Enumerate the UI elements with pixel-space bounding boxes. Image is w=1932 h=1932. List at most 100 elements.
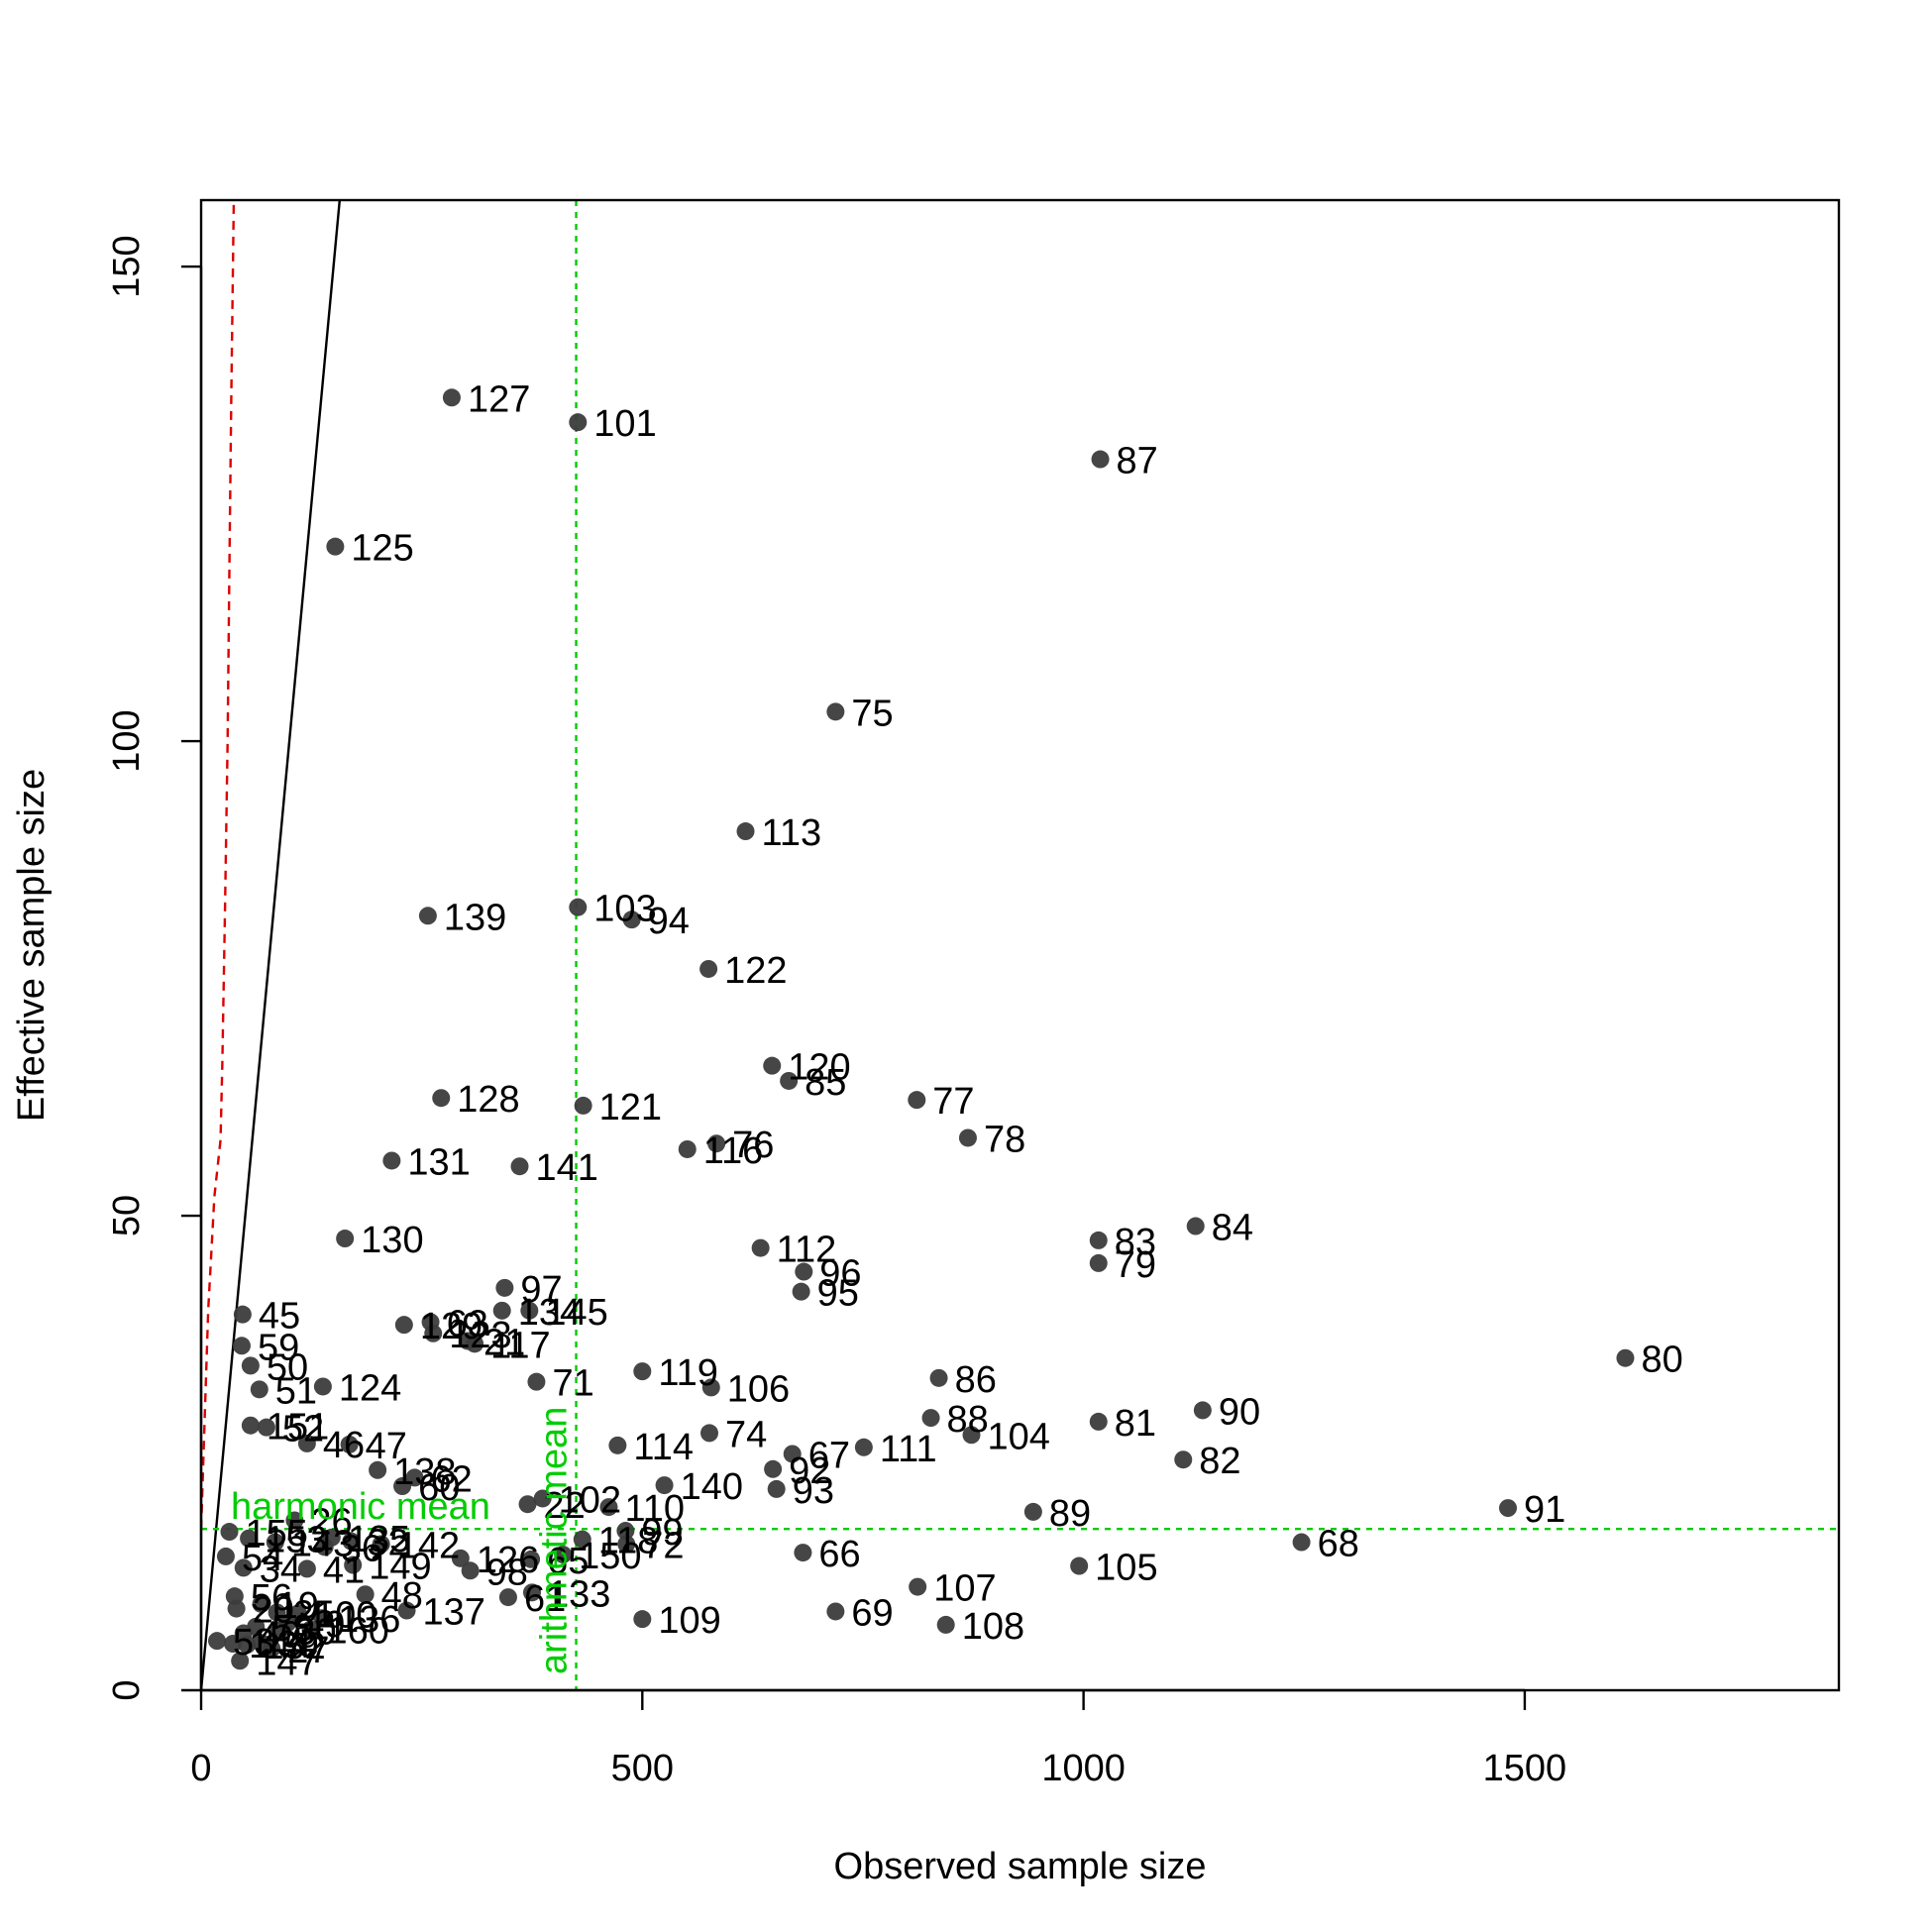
data-point [313,1377,332,1396]
data-point [382,1151,401,1170]
point-label: 96 [819,1253,861,1295]
data-point [826,1602,845,1621]
point-label: 109 [658,1600,720,1642]
point-label: 108 [962,1606,1024,1648]
point-label: 85 [805,1062,846,1104]
data-point [764,1459,783,1478]
y-tick-label: 150 [106,235,148,297]
data-point [356,1585,375,1604]
data-point [533,1489,552,1508]
data-point [794,1544,812,1562]
data-point [241,1416,260,1435]
data-point [908,1091,926,1110]
point-label: 84 [1212,1208,1253,1249]
data-point [909,1577,927,1596]
point-label: 113 [762,812,822,854]
point-label: 104 [988,1416,1050,1457]
point-label: 48 [381,1575,423,1617]
data-point [234,1558,253,1577]
point-label: 46 [323,1425,365,1466]
data-point [1186,1217,1205,1235]
point-label: 152 [263,1626,325,1667]
point-label: 60 [418,1467,460,1509]
data-point [792,1282,810,1301]
point-label: 91 [1524,1489,1565,1531]
data-point [313,1609,332,1628]
point-label: 106 [727,1368,790,1410]
point-label: 122 [724,950,787,992]
data-point [1089,1412,1108,1431]
point-label: 20 [253,1590,294,1632]
data-point [451,1549,470,1567]
point-label: 112 [777,1230,837,1271]
data-point [854,1438,873,1456]
data-point [958,1128,977,1147]
point-label: 141 [536,1147,598,1189]
data-point [257,1418,275,1437]
point-label: 129 [420,1306,483,1347]
data-point [573,1530,591,1549]
point-label: 102 [559,1479,621,1521]
data-point [701,1378,720,1397]
y-tick-label: 100 [106,709,148,772]
data-point [326,537,345,556]
point-label: 89 [1049,1493,1091,1535]
x-axis-label: Observed sample size [834,1846,1207,1887]
data-point [780,1071,799,1090]
data-point [372,1535,390,1554]
data-point [297,1559,316,1578]
point-label: 130 [361,1220,423,1261]
point-label: 107 [933,1568,996,1610]
data-point [208,1632,227,1651]
data-point [1499,1499,1518,1518]
data-point [342,1532,361,1551]
point-label: 98 [486,1552,528,1593]
data-point [442,388,461,407]
data-point [678,1139,697,1158]
point-label: 90 [1219,1391,1260,1433]
point-label: 81 [1115,1403,1156,1445]
point-label: 72 [642,1525,684,1566]
point-label: 99 [641,1512,683,1554]
data-point [936,1615,955,1634]
point-label: 128 [457,1079,519,1121]
data-point [397,1601,416,1620]
data-point [263,1639,281,1658]
data-point [617,1535,636,1554]
data-point [492,1301,511,1320]
x-tick-label: 1500 [1483,1748,1567,1789]
point-label: 93 [793,1470,834,1512]
point-label: 105 [1095,1548,1157,1589]
data-point [250,1380,268,1399]
point-label: 110 [624,1488,685,1530]
point-label: 150 [579,1536,641,1577]
point-label: 145 [545,1292,607,1334]
point-label: 52 [282,1409,324,1450]
data-point [233,1305,252,1324]
data-point [929,1368,948,1387]
point-label: 111 [880,1429,937,1470]
point-label: 80 [1641,1340,1682,1381]
data-point [783,1445,802,1463]
point-label: 134 [518,1292,581,1334]
point-label: 144 [249,1625,311,1666]
y-tick-label: 0 [106,1679,148,1700]
data-point [527,1372,546,1391]
data-point [795,1262,813,1281]
data-point [369,1460,387,1479]
data-point [1023,1502,1042,1521]
data-point [1616,1348,1635,1367]
point-label: 143 [291,1524,354,1565]
point-label: 65 [547,1541,589,1582]
data-point [269,1621,288,1640]
point-label: 147 [256,1642,318,1683]
reference-lines [201,200,1839,1690]
point-label: 30 [294,1612,336,1654]
data-point [315,1538,334,1556]
data-point [432,1089,451,1108]
data-point [1292,1533,1311,1552]
point-label: 127 [468,378,530,420]
data-point [707,1134,726,1153]
data-point [574,1096,592,1115]
